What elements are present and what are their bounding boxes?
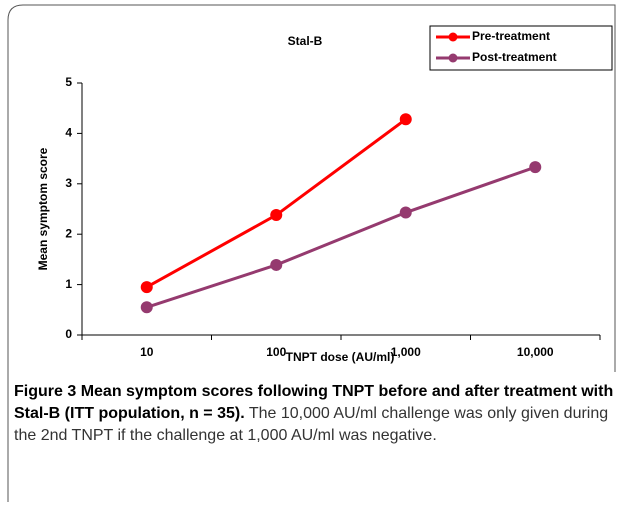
data-point [270,258,283,271]
data-point [270,209,283,222]
data-point [399,206,412,219]
data-point [399,113,412,126]
series-line [146,165,536,309]
y-tick-label: 2 [65,226,72,240]
legend-label: Pre-treatment [472,29,550,43]
caption: Figure 3 Mean symptom scores following T… [14,381,618,447]
x-tick-label: 10 [140,345,154,359]
caption-title: Mean symptom scores following TNPT befor… [14,383,614,422]
y-tick-label: 1 [65,277,72,291]
legend-marker [448,53,458,63]
x-tick-label: 10,000 [517,345,554,359]
data-point [140,301,153,314]
data-point [140,281,153,294]
data-point [529,161,542,174]
y-axis-label: Mean symptom score [36,147,50,270]
y-tick-label: 5 [65,75,72,89]
chart-title: Stal-B [288,34,323,48]
caption-text: The 10,000 AU/ml challenge was only give… [14,405,609,444]
x-tick-label: 1,000 [391,345,421,359]
y-tick-label: 0 [65,327,72,341]
caption-label: Figure 3 [14,383,77,400]
legend-label: Post-treatment [472,50,557,64]
legend-box [429,25,613,71]
frame [7,4,616,502]
y-tick-label: 4 [65,126,72,140]
legend-marker [448,32,458,42]
x-tick-label: 100 [266,345,286,359]
y-tick-label: 3 [65,176,72,190]
x-axis-label: TNPT dose (AU/ml) [286,350,395,364]
